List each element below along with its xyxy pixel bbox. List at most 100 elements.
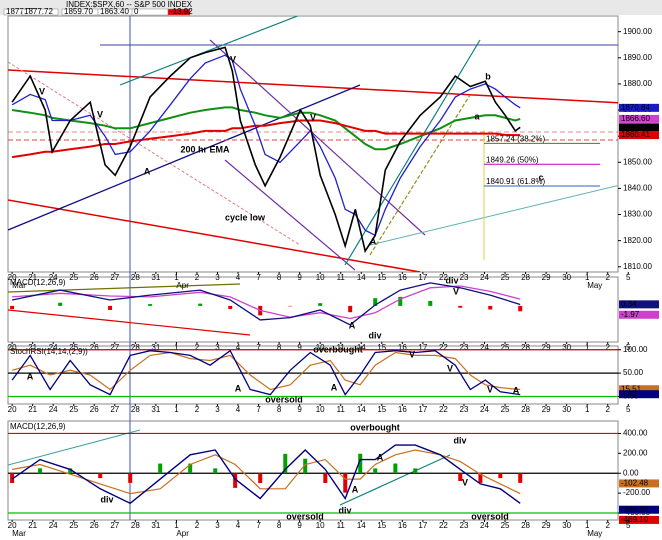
annotation: div — [445, 275, 458, 285]
x-tick-label: 7 — [256, 521, 261, 530]
annotation: oversold — [471, 511, 509, 521]
histogram-bar — [213, 468, 218, 474]
x-tick-label: 1 — [174, 405, 179, 414]
x-tick-label: 29 — [542, 521, 551, 530]
annotation: V — [230, 54, 236, 64]
annotation: A — [352, 484, 359, 494]
histogram-bar — [373, 468, 378, 474]
x-tick-label: 17 — [418, 343, 427, 352]
x-tick-label: 24 — [480, 405, 489, 414]
x-tick-label: 31 — [151, 405, 160, 414]
x-tick-label: 5 — [626, 405, 631, 414]
annotation: a — [474, 111, 480, 121]
x-tick-label: 25 — [69, 521, 78, 530]
trendline — [344, 39, 481, 266]
x-tick-label: 4 — [236, 343, 241, 352]
series-line — [11, 351, 521, 391]
month-label: May — [587, 529, 602, 538]
x-tick-label: 17 — [418, 405, 427, 414]
annotation: 200 hr EMA — [180, 144, 230, 154]
histogram-bar — [373, 298, 378, 306]
annotation: V — [97, 109, 103, 119]
x-tick-label: 24 — [49, 521, 58, 530]
plot-area — [8, 432, 618, 514]
y-tick-label: 1830.00 — [623, 210, 652, 219]
panel-title: StochRSI(14,14,(2,9)) — [10, 347, 88, 356]
x-tick-label: 9 — [297, 343, 302, 352]
annotation: oversold — [265, 394, 303, 404]
x-tick-label: 3 — [215, 405, 220, 414]
panel-frame — [7, 276, 619, 343]
panel-frame — [7, 345, 619, 405]
x-tick-label: 27 — [110, 405, 119, 414]
x-tick-label: 24 — [49, 405, 58, 414]
x-tick-label: 1 — [174, 273, 179, 282]
trendline — [339, 454, 451, 506]
x-tick-label: 23 — [460, 521, 469, 530]
series-line — [11, 106, 521, 151]
x-tick-label: 25 — [501, 273, 510, 282]
plot-area — [11, 46, 600, 254]
histogram-bar — [188, 463, 193, 474]
x-tick-label: 26 — [90, 343, 99, 352]
x-tick-label: 31 — [151, 343, 160, 352]
x-tick-label: 25 — [69, 405, 78, 414]
x-tick-label: 4 — [236, 521, 241, 530]
trendline — [119, 16, 300, 86]
x-tick-label: 11 — [337, 521, 346, 530]
x-tick-label: 28 — [521, 405, 530, 414]
x-tick-label: 17 — [418, 521, 427, 530]
histogram-bar — [323, 473, 328, 483]
y-tick-label: 100.00 — [623, 345, 648, 354]
x-tick-label: 8 — [277, 521, 282, 530]
x-tick-label: 2 — [606, 273, 611, 282]
annotation: A — [513, 385, 520, 395]
month-label: May — [587, 281, 602, 290]
histogram-bar — [108, 305, 113, 310]
annotation: div — [453, 435, 466, 445]
x-tick-label: 10 — [316, 521, 325, 530]
x-tick-label: 20 — [8, 343, 17, 352]
value-tag-label: -366.62 — [621, 505, 649, 514]
y-tick-label: 1900.00 — [623, 27, 652, 36]
value-tag-label: -1.97 — [621, 310, 640, 319]
x-tick-label: 30 — [562, 273, 571, 282]
x-tick-label: 30 — [562, 405, 571, 414]
value-tag — [619, 310, 659, 319]
histogram-bar — [10, 473, 15, 483]
annotation: A — [349, 320, 356, 330]
value-tag — [619, 385, 659, 394]
annotation: A — [27, 371, 34, 381]
histogram-bar — [228, 305, 233, 310]
y-tick-label: 1880.00 — [623, 79, 652, 88]
x-tick-label: 30 — [562, 521, 571, 530]
annotation: V — [409, 349, 415, 359]
annotation: overbought — [350, 422, 400, 432]
header-field-box — [21, 8, 59, 16]
trendline — [8, 429, 141, 466]
x-tick-label: 10 — [316, 273, 325, 282]
value-tag — [619, 103, 659, 112]
histogram-bar — [158, 463, 163, 474]
series-line — [11, 444, 521, 505]
panel-title: MACD(12,26,9) — [10, 422, 66, 431]
x-tick-label: 28 — [521, 343, 530, 352]
y-tick-label: 1850.00 — [623, 157, 652, 166]
series-line — [11, 46, 521, 254]
x-tick-label: 30 — [562, 343, 571, 352]
header-field: 1859.70 — [64, 7, 93, 16]
y-tick-label: 400.00 — [623, 429, 648, 438]
histogram-bar — [58, 302, 63, 306]
value-tag — [619, 123, 659, 132]
panel-frame — [7, 15, 619, 273]
x-tick-label: 26 — [90, 405, 99, 414]
histogram-bar — [148, 304, 153, 306]
annotation: overbought — [313, 344, 363, 354]
series-line — [12, 285, 521, 320]
x-tick-label: 15 — [377, 521, 386, 530]
histogram-bar — [478, 473, 483, 483]
x-tick-label: 7 — [256, 343, 261, 352]
value-tag-label: 1863.38 — [621, 122, 650, 131]
histogram-bar — [283, 453, 288, 474]
histogram-bar — [498, 473, 503, 479]
